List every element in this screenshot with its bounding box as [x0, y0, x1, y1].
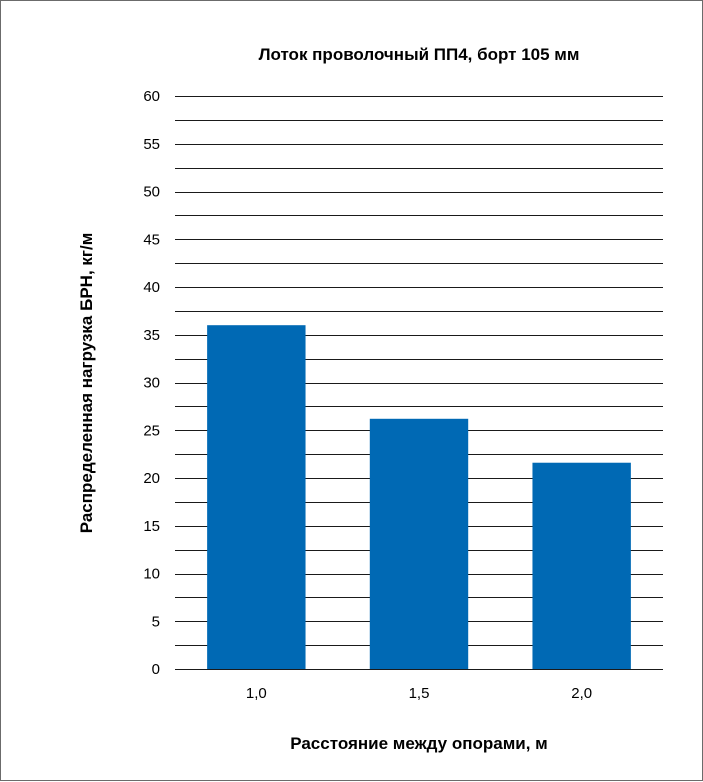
y-tick-label: 40: [143, 279, 160, 296]
x-tick-label: 1,0: [246, 685, 267, 702]
y-tick-label: 0: [152, 661, 160, 678]
y-tick-label: 10: [143, 566, 160, 583]
y-tick-label: 20: [143, 470, 160, 487]
chart-title: Лоток проволочный ПП4, борт 105 мм: [259, 45, 580, 64]
y-axis-label: Распределенная нагрузка БРН, кг/м: [77, 233, 96, 534]
bars: [207, 325, 631, 669]
y-tick-label: 30: [143, 375, 160, 392]
x-axis-ticks: 1,0 1,5 2,0: [246, 685, 592, 702]
bar: [532, 462, 631, 669]
y-tick-label: 15: [143, 518, 160, 535]
bar: [207, 325, 306, 669]
x-tick-label: 1,5: [409, 685, 430, 702]
y-tick-label: 35: [143, 327, 160, 344]
x-tick-label: 2,0: [571, 685, 592, 702]
y-tick-label: 60: [143, 88, 160, 105]
y-tick-label: 5: [152, 613, 160, 630]
y-tick-label: 45: [143, 231, 160, 248]
y-tick-label: 55: [143, 136, 160, 153]
bar: [369, 418, 469, 669]
y-axis-ticks: 0 5 10 15 20 25 30 35 40 45 50 55 60: [143, 88, 160, 678]
y-tick-label: 25: [143, 422, 160, 439]
y-tick-label: 50: [143, 184, 160, 201]
x-axis-label: Расстояние между опорами, м: [290, 734, 548, 753]
